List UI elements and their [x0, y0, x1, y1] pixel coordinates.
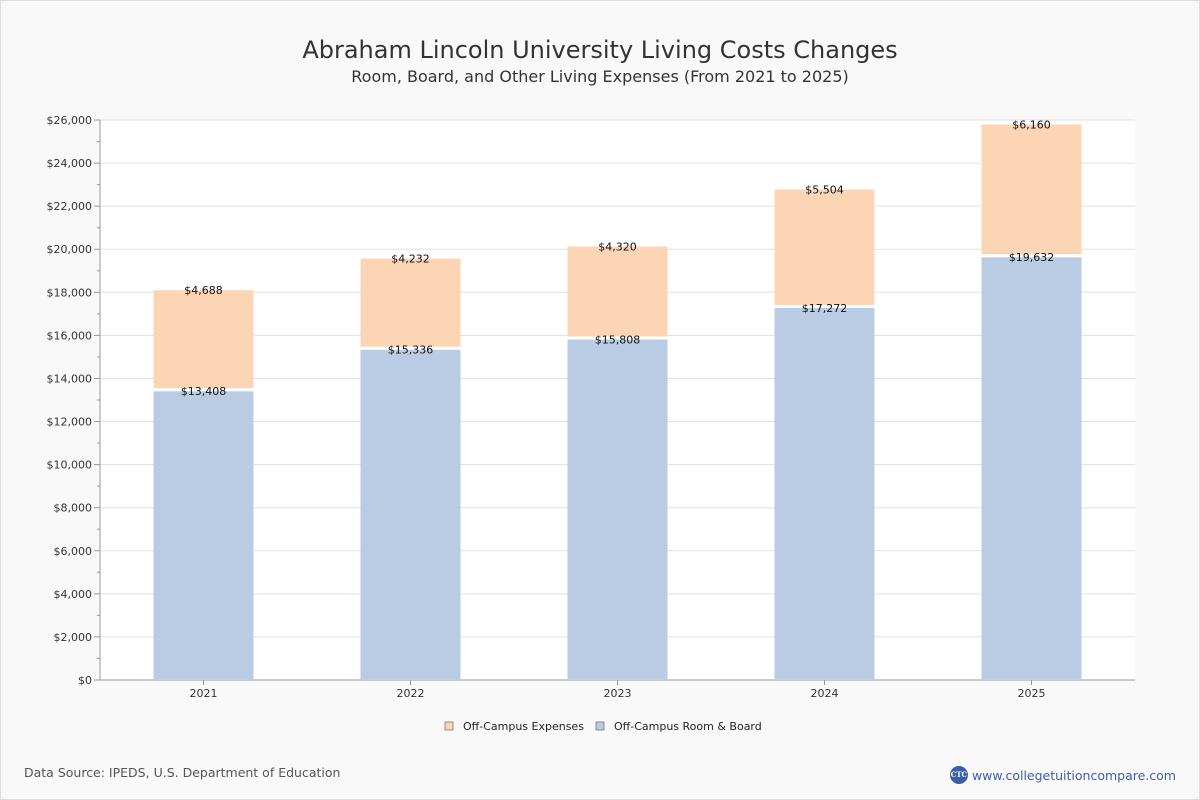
- x-tick-label: 2023: [604, 687, 632, 700]
- site-url[interactable]: www.collegetuitioncompare.com: [971, 767, 1176, 783]
- bar-expenses: [981, 124, 1082, 258]
- y-tick-label: $10,000: [47, 459, 93, 472]
- chart-subtitle: Room, Board, and Other Living Expenses (…: [351, 67, 849, 86]
- chart-title: Abraham Lincoln University Living Costs …: [302, 36, 898, 64]
- legend-expenses-swatch: [444, 721, 454, 731]
- y-tick-label: $26,000: [47, 114, 93, 127]
- data-label-room-board: $15,336: [388, 344, 434, 357]
- y-tick-label: $18,000: [47, 286, 93, 299]
- y-tick-label: $24,000: [47, 157, 93, 170]
- y-tick-label: $20,000: [47, 243, 93, 256]
- bar-room-board: [360, 349, 461, 679]
- data-label-room-board: $13,408: [181, 385, 227, 398]
- bar-expenses: [360, 258, 461, 350]
- bar-room-board: [774, 307, 875, 679]
- x-tick-label: 2024: [811, 687, 839, 700]
- data-label-expenses: $6,160: [1012, 118, 1051, 131]
- legend-expenses-label: Off-Campus Expenses: [463, 720, 584, 733]
- data-label-room-board: $19,632: [1009, 251, 1055, 264]
- y-tick-label: $0: [78, 674, 92, 687]
- bar-separator: [981, 254, 1082, 258]
- site-link[interactable]: CTC www.collegetuitioncompare.com: [949, 766, 1176, 784]
- legend-room-board-label: Off-Campus Room & Board: [614, 720, 762, 733]
- y-tick-label: $8,000: [54, 502, 93, 515]
- bar-separator: [774, 304, 875, 308]
- y-tick-label: $22,000: [47, 200, 93, 213]
- bar-room-board: [567, 339, 668, 679]
- data-label-expenses: $4,232: [391, 253, 430, 266]
- data-label-expenses: $4,688: [184, 284, 223, 297]
- bar-expenses: [567, 246, 668, 340]
- data-label-expenses: $5,504: [805, 183, 844, 196]
- bar-expenses: [153, 290, 254, 392]
- data-source-note: Data Source: IPEDS, U.S. Department of E…: [24, 765, 341, 780]
- x-tick-label: 2022: [397, 687, 425, 700]
- y-tick-label: $16,000: [47, 329, 93, 342]
- y-tick-label: $12,000: [47, 416, 93, 429]
- x-tick-label: 2025: [1018, 687, 1046, 700]
- data-label-room-board: $15,808: [595, 334, 641, 347]
- bar-expenses: [774, 189, 875, 308]
- x-tick-label: 2021: [190, 687, 218, 700]
- data-label-room-board: $17,272: [802, 302, 848, 315]
- y-tick-label: $4,000: [54, 588, 93, 601]
- ctc-logo-icon: CTC: [949, 766, 968, 784]
- bar-separator: [360, 346, 461, 350]
- bar-separator: [567, 336, 668, 340]
- bar-room-board: [153, 391, 254, 679]
- bar-separator: [153, 388, 254, 392]
- y-tick-label: $2,000: [54, 631, 93, 644]
- data-label-expenses: $4,320: [598, 240, 637, 253]
- y-tick-label: $14,000: [47, 372, 93, 385]
- bar-room-board: [981, 257, 1082, 679]
- legend-room-board-swatch: [595, 721, 605, 731]
- y-tick-label: $6,000: [54, 545, 93, 558]
